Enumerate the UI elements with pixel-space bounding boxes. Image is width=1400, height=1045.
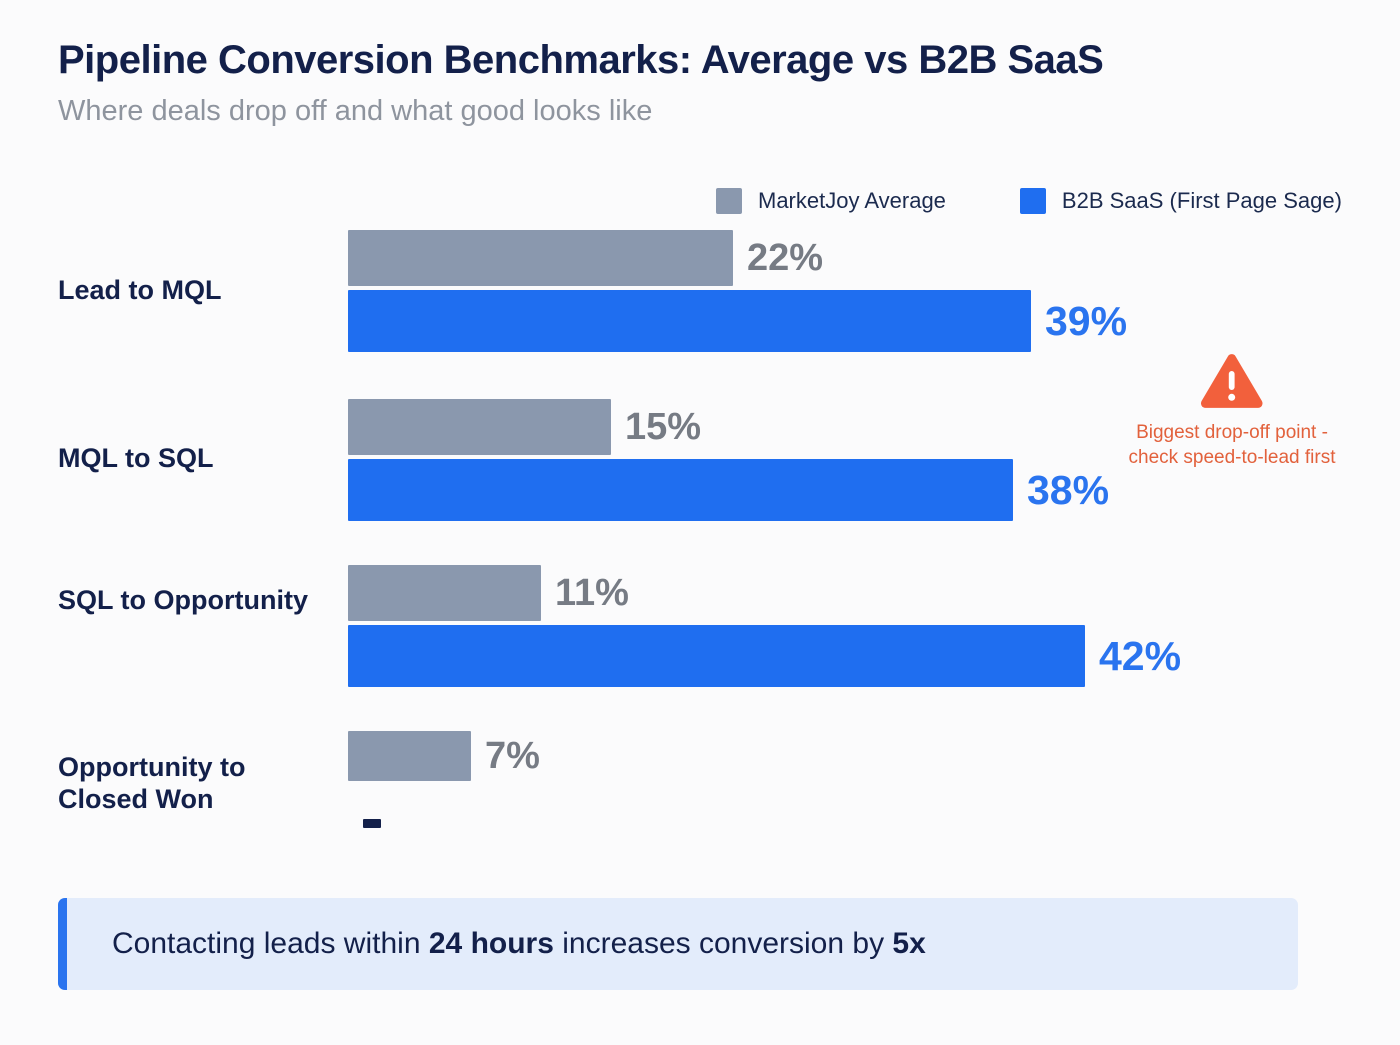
- chart-legend: MarketJoy Average B2B SaaS (First Page S…: [716, 188, 1342, 214]
- legend-item-b2b-saas[interactable]: B2B SaaS (First Page Sage): [1019, 188, 1342, 214]
- drop-off-annotation-text: Biggest drop-off point - check speed-to-…: [1098, 420, 1366, 471]
- category-label-sql-to-opportunity: SQL to Opportunity: [58, 585, 308, 615]
- bar-saas-lead-to-mql: [348, 290, 1031, 352]
- bar-row-average-opportunity-to-closed-won[interactable]: 7%: [348, 731, 540, 781]
- annotation-line-1: Biggest drop-off point -: [1136, 422, 1328, 443]
- page-subtitle: Where deals drop off and what good looks…: [58, 94, 653, 127]
- bar-row-average-mql-to-sql[interactable]: 15%: [348, 399, 701, 455]
- bar-value-average-opportunity-to-closed-won: 7%: [485, 735, 540, 777]
- bar-row-saas-lead-to-mql[interactable]: 39%: [348, 290, 1127, 352]
- drop-off-annotation: Biggest drop-off point - check speed-to-…: [1098, 352, 1366, 471]
- page-title: Pipeline Conversion Benchmarks: Average …: [58, 38, 1104, 82]
- bar-value-average-mql-to-sql: 15%: [625, 406, 702, 448]
- callout-middle: increases conversion by: [553, 927, 893, 960]
- bar-saas-mql-to-sql: [348, 459, 1013, 521]
- bar-value-saas-opportunity-to-closed-won-dash: [363, 819, 381, 828]
- bar-value-average-lead-to-mql: 22%: [747, 237, 824, 279]
- callout-accent-bar: [58, 898, 67, 990]
- bar-value-saas-mql-to-sql: 38%: [1027, 466, 1110, 513]
- legend-swatch-b2b-saas: [1019, 188, 1046, 214]
- callout-highlight-hours: 24 hours: [428, 927, 554, 960]
- bar-average-sql-to-opportunity: [348, 565, 541, 621]
- bar-value-average-sql-to-opportunity: 11%: [555, 572, 629, 614]
- bar-row-average-lead-to-mql[interactable]: 22%: [348, 230, 823, 286]
- legend-label-average: MarketJoy Average: [758, 188, 946, 213]
- insight-callout: Contacting leads within 24 hours increas…: [58, 898, 1298, 990]
- bar-row-saas-sql-to-opportunity[interactable]: 42%: [348, 625, 1181, 687]
- legend-item-average[interactable]: MarketJoy Average: [716, 188, 946, 214]
- bar-average-lead-to-mql: [348, 230, 733, 286]
- annotation-line-2: check speed-to-lead first: [1128, 447, 1336, 469]
- bar-saas-sql-to-opportunity: [348, 625, 1085, 687]
- legend-swatch-average: [716, 188, 742, 214]
- bar-value-saas-sql-to-opportunity: 42%: [1099, 632, 1182, 679]
- chart-header: Pipeline Conversion Benchmarks: Average …: [58, 38, 1358, 129]
- category-label-mql-to-sql: MQL to SQL: [58, 443, 214, 473]
- bar-average-mql-to-sql: [348, 399, 611, 455]
- category-label-opportunity-to-closed-won: Opportunity to Closed Won: [58, 752, 246, 814]
- bar-row-saas-mql-to-sql[interactable]: 38%: [348, 459, 1109, 521]
- callout-text: Contacting leads within 24 hours increas…: [112, 927, 926, 961]
- bar-average-opportunity-to-closed-won: [348, 731, 471, 781]
- callout-prefix: Contacting leads within: [112, 927, 429, 960]
- legend-label-b2b-saas: B2B SaaS (First Page Sage): [1061, 188, 1342, 213]
- callout-highlight-multiplier: 5x: [892, 927, 926, 960]
- bar-value-saas-lead-to-mql: 39%: [1045, 297, 1128, 344]
- category-label-lead-to-mql: Lead to MQL: [58, 275, 222, 305]
- warning-triangle-icon: [1200, 354, 1263, 408]
- bar-row-average-sql-to-opportunity[interactable]: 11%: [348, 565, 629, 621]
